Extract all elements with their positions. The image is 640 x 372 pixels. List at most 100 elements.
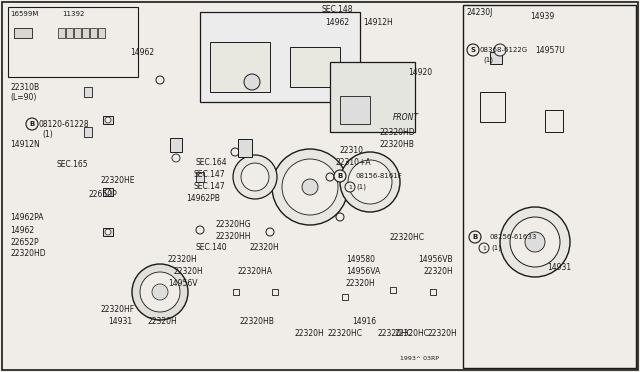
Bar: [233, 289, 239, 295]
Bar: [74, 28, 81, 38]
Text: 22320HH: 22320HH: [215, 231, 250, 241]
Text: (1): (1): [42, 129, 52, 138]
Text: B: B: [472, 234, 477, 240]
Text: 22320H: 22320H: [174, 267, 204, 276]
Text: 14962: 14962: [10, 225, 34, 234]
Bar: [82, 28, 89, 38]
Bar: [84, 87, 92, 97]
Text: (1): (1): [491, 245, 501, 251]
Text: 22320H: 22320H: [148, 317, 178, 327]
Bar: [480, 92, 505, 122]
Text: 14912H: 14912H: [363, 17, 393, 26]
Text: SEC.148: SEC.148: [322, 4, 353, 13]
Text: 14962PA: 14962PA: [10, 212, 44, 221]
Text: 22320H: 22320H: [250, 243, 280, 251]
Circle shape: [345, 182, 355, 192]
Text: (1): (1): [483, 57, 493, 63]
Text: 22320HF: 22320HF: [100, 305, 134, 314]
Circle shape: [469, 231, 481, 243]
Bar: [66, 28, 73, 38]
Text: 08156-61633: 08156-61633: [490, 234, 538, 240]
Text: 11392: 11392: [62, 11, 84, 17]
Circle shape: [105, 117, 111, 123]
Text: 22320HA: 22320HA: [238, 267, 273, 276]
Circle shape: [132, 264, 188, 320]
Text: 22320HC: 22320HC: [328, 330, 363, 339]
Circle shape: [479, 243, 489, 253]
Circle shape: [244, 74, 260, 90]
Circle shape: [140, 272, 180, 312]
Text: 22320H: 22320H: [346, 279, 376, 289]
Circle shape: [172, 154, 180, 162]
Text: (L=90): (L=90): [10, 93, 36, 102]
Text: FRONT: FRONT: [393, 112, 419, 122]
Text: 22652P: 22652P: [10, 237, 38, 247]
Text: 22320H: 22320H: [428, 330, 458, 339]
Circle shape: [340, 152, 400, 212]
Circle shape: [26, 118, 38, 130]
Bar: [430, 289, 436, 295]
Bar: [170, 138, 182, 152]
Bar: [196, 172, 204, 182]
Bar: [330, 62, 415, 132]
Bar: [8, 7, 138, 77]
Bar: [490, 52, 502, 64]
Text: 22320HD: 22320HD: [380, 128, 415, 137]
Bar: [98, 28, 105, 38]
Text: 08368-6122G: 08368-6122G: [480, 47, 528, 53]
Bar: [545, 110, 563, 132]
Text: 22310: 22310: [340, 145, 364, 154]
Bar: [340, 96, 370, 124]
Circle shape: [336, 213, 344, 221]
Bar: [238, 139, 252, 157]
Text: B: B: [29, 121, 35, 127]
Text: 22310B: 22310B: [10, 83, 39, 92]
Text: 14920: 14920: [408, 67, 432, 77]
Circle shape: [241, 163, 269, 191]
Text: 14939: 14939: [530, 12, 554, 20]
Circle shape: [266, 228, 274, 236]
Text: B: B: [337, 173, 342, 179]
Text: 14916: 14916: [352, 317, 376, 327]
Text: 22320HB: 22320HB: [240, 317, 275, 327]
Circle shape: [500, 207, 570, 277]
Bar: [90, 28, 97, 38]
Text: 14956VA: 14956VA: [346, 267, 380, 276]
Text: 22320HD: 22320HD: [10, 250, 45, 259]
Circle shape: [326, 173, 334, 181]
Text: 08156-8161F: 08156-8161F: [356, 173, 403, 179]
Text: 22310+A: 22310+A: [336, 157, 372, 167]
Bar: [200, 12, 360, 102]
Bar: [103, 188, 113, 196]
Text: 22320HE: 22320HE: [100, 176, 134, 185]
Bar: [58, 28, 65, 38]
Text: 22320HB: 22320HB: [380, 140, 415, 148]
Text: 1993^ 03RP: 1993^ 03RP: [400, 356, 439, 360]
Circle shape: [334, 170, 346, 182]
Text: 22320HC: 22320HC: [390, 232, 425, 241]
Circle shape: [302, 179, 318, 195]
Text: 1: 1: [482, 246, 486, 250]
Circle shape: [233, 155, 277, 199]
Circle shape: [272, 149, 348, 225]
Circle shape: [105, 189, 111, 195]
Circle shape: [152, 284, 168, 300]
Text: 22320H: 22320H: [168, 256, 198, 264]
Text: 08120-61228: 08120-61228: [38, 119, 88, 128]
Circle shape: [105, 229, 111, 235]
Circle shape: [348, 160, 392, 204]
Bar: [14, 28, 32, 38]
Circle shape: [231, 148, 239, 156]
Text: SEC.164: SEC.164: [195, 157, 227, 167]
Bar: [390, 287, 396, 293]
Circle shape: [282, 159, 338, 215]
Circle shape: [510, 217, 560, 267]
Text: S: S: [470, 47, 476, 53]
Bar: [103, 116, 113, 124]
Text: SEC.165: SEC.165: [56, 160, 88, 169]
Circle shape: [196, 226, 204, 234]
Circle shape: [467, 44, 479, 56]
Bar: [103, 228, 113, 236]
Text: 14956V: 14956V: [168, 279, 198, 289]
Text: SEC.147: SEC.147: [193, 182, 225, 190]
